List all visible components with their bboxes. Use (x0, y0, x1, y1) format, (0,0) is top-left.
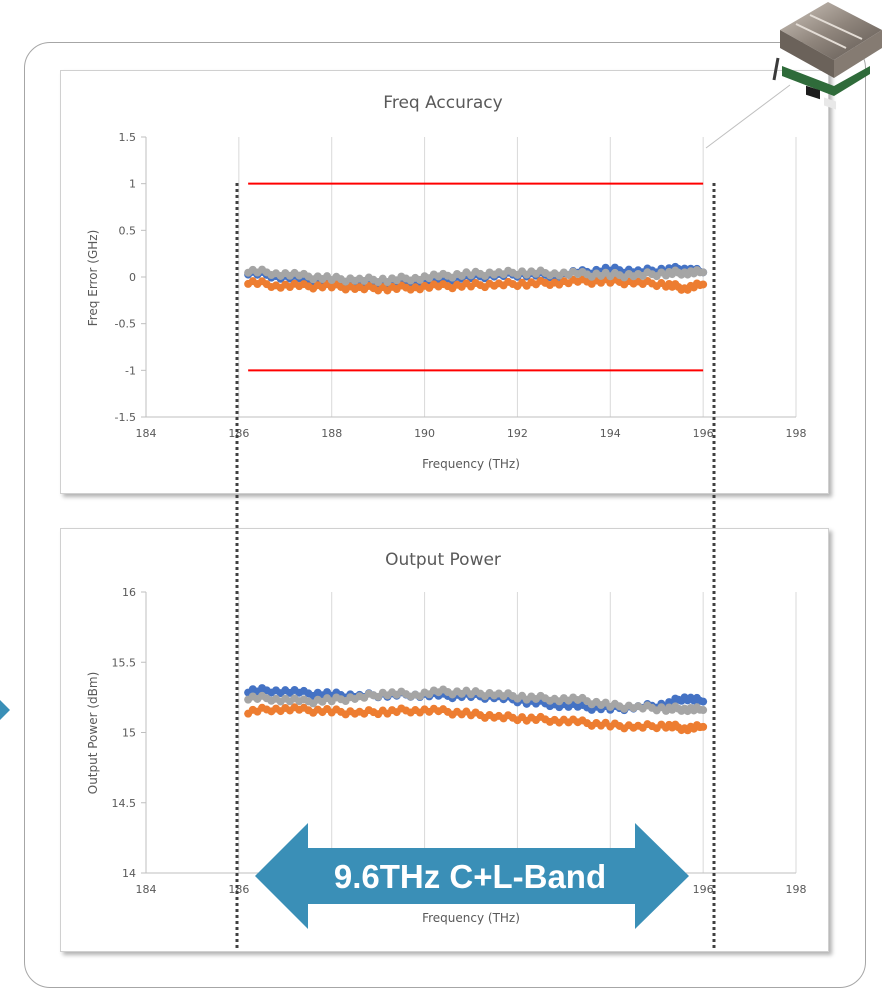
y-tick-label: 0.5 (119, 224, 137, 237)
data-point (699, 706, 708, 715)
y-axis-label: Freq Error (GHz) (86, 230, 100, 327)
x-tick-label: 190 (414, 427, 435, 440)
y-tick-label: 15.5 (112, 656, 137, 669)
chart-title: Freq Accuracy (383, 93, 502, 113)
x-tick-label: 194 (600, 427, 621, 440)
x-tick-label: 196 (693, 427, 714, 440)
x-tick-label: 188 (321, 427, 342, 440)
y-tick-label: -0.5 (115, 318, 136, 331)
x-tick-label: 186 (228, 427, 249, 440)
band-label: 9.6THz C+L-Band (334, 858, 606, 895)
y-tick-label: 14 (122, 867, 136, 880)
band-double-arrow (255, 823, 689, 929)
y-tick-label: 1 (129, 178, 136, 191)
data-point (699, 697, 708, 706)
data-point (699, 280, 708, 289)
data-point (699, 722, 708, 731)
left-arrow-icon (0, 700, 10, 720)
x-axis-label: Frequency (THz) (422, 911, 520, 925)
y-tick-label: 14.5 (112, 797, 137, 810)
x-tick-label: 198 (786, 883, 807, 896)
x-tick-label: 184 (136, 883, 157, 896)
x-tick-label: 184 (136, 427, 157, 440)
module-leader-line (705, 84, 791, 149)
y-axis-label: Output Power (dBm) (86, 672, 100, 795)
x-tick-label: 196 (693, 883, 714, 896)
x-tick-label: 198 (786, 427, 807, 440)
y-tick-label: 16 (122, 586, 136, 599)
x-tick-label: 192 (507, 427, 528, 440)
y-tick-label: -1 (125, 364, 136, 377)
transceiver-module-image (772, 2, 882, 110)
y-tick-label: 15 (122, 727, 136, 740)
y-tick-label: 1.5 (119, 131, 137, 144)
y-tick-label: 0 (129, 271, 136, 284)
x-axis-label: Frequency (THz) (422, 457, 520, 471)
output-power-chart: Output Power 184186188190192194196198141… (86, 550, 807, 925)
x-tick-label: 186 (228, 883, 249, 896)
data-point (699, 268, 708, 277)
chart-title: Output Power (385, 550, 501, 570)
freq-accuracy-chart: Freq Accuracy 184 186 188 190 192 194 196 198 -1… (86, 93, 807, 471)
y-tick-label: -1.5 (115, 411, 136, 424)
